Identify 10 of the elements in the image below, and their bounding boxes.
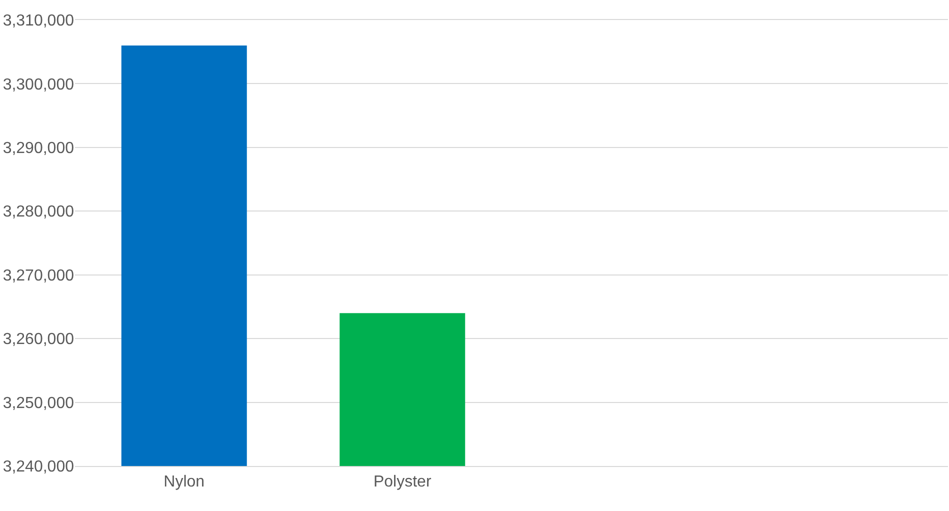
y-tick-label: 3,290,000 bbox=[2, 140, 74, 158]
y-tick-label: 3,310,000 bbox=[2, 12, 74, 30]
y-tick-label: 3,300,000 bbox=[2, 76, 74, 94]
x-tick-label: Polyster bbox=[373, 473, 432, 490]
y-tick-label: 3,260,000 bbox=[2, 331, 74, 348]
x-tick-label: Nylon bbox=[164, 473, 205, 490]
y-tick-label: 3,240,000 bbox=[2, 458, 74, 476]
y-tick-label: 3,280,000 bbox=[2, 204, 74, 221]
y-tick-label: 3,250,000 bbox=[2, 394, 74, 412]
y-tick-label: 3,270,000 bbox=[2, 267, 74, 284]
